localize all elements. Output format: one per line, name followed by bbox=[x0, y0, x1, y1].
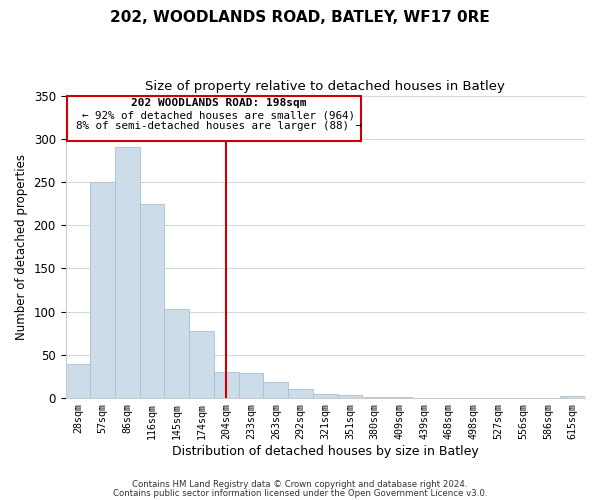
Text: 202, WOODLANDS ROAD, BATLEY, WF17 0RE: 202, WOODLANDS ROAD, BATLEY, WF17 0RE bbox=[110, 10, 490, 25]
Text: ← 92% of detached houses are smaller (964): ← 92% of detached houses are smaller (96… bbox=[82, 110, 355, 120]
Y-axis label: Number of detached properties: Number of detached properties bbox=[15, 154, 28, 340]
Bar bbox=[560, 396, 585, 398]
Bar bbox=[263, 382, 288, 398]
Text: 8% of semi-detached houses are larger (88) →: 8% of semi-detached houses are larger (8… bbox=[76, 122, 362, 132]
Bar bbox=[214, 372, 239, 398]
Text: 202 WOODLANDS ROAD: 198sqm: 202 WOODLANDS ROAD: 198sqm bbox=[131, 98, 307, 108]
Text: Contains HM Land Registry data © Crown copyright and database right 2024.: Contains HM Land Registry data © Crown c… bbox=[132, 480, 468, 489]
Bar bbox=[288, 388, 313, 398]
Title: Size of property relative to detached houses in Batley: Size of property relative to detached ho… bbox=[145, 80, 505, 93]
Bar bbox=[140, 204, 164, 398]
Bar bbox=[90, 182, 115, 398]
Bar bbox=[65, 364, 90, 398]
Bar bbox=[239, 373, 263, 398]
Bar bbox=[115, 146, 140, 398]
FancyBboxPatch shape bbox=[67, 96, 361, 140]
Bar bbox=[164, 309, 189, 398]
Bar bbox=[189, 330, 214, 398]
Bar bbox=[362, 397, 387, 398]
X-axis label: Distribution of detached houses by size in Batley: Distribution of detached houses by size … bbox=[172, 444, 479, 458]
Bar bbox=[387, 397, 412, 398]
Bar bbox=[338, 394, 362, 398]
Bar bbox=[313, 394, 338, 398]
Text: Contains public sector information licensed under the Open Government Licence v3: Contains public sector information licen… bbox=[113, 488, 487, 498]
